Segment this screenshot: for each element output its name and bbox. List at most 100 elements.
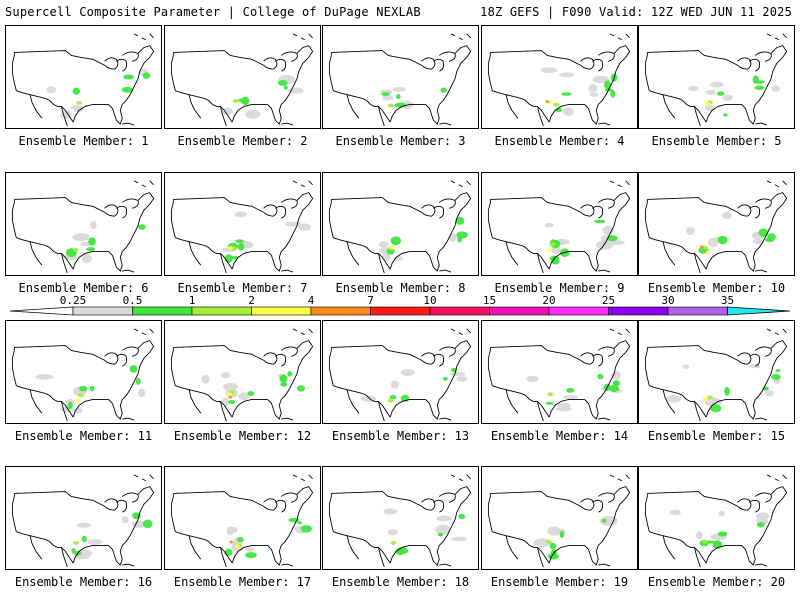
scp-field-map	[11, 33, 155, 127]
member-label: Ensemble Member: 13	[331, 429, 470, 443]
map-outline	[487, 180, 631, 274]
ensemble-member-panel: Ensemble Member: 16	[5, 466, 162, 598]
map-outline	[487, 328, 631, 422]
map-outline	[170, 180, 314, 274]
map-outline	[11, 33, 155, 127]
ensemble-member-panel: Ensemble Member: 13	[322, 320, 479, 452]
member-label: Ensemble Member: 11	[14, 429, 153, 443]
scp-contours	[63, 221, 146, 264]
scp-contours	[220, 211, 311, 263]
colorbar-tick-label: 35	[720, 294, 735, 307]
colorbar-tick-label: 2	[248, 294, 255, 307]
scp-field-map	[487, 33, 631, 127]
colorbar-bin	[72, 306, 133, 316]
ensemble-member-panel: Ensemble Member: 19	[481, 466, 638, 598]
colorbar-tick-label: 30	[661, 294, 675, 307]
member-label: Ensemble Member: 9	[494, 281, 625, 295]
scp-field-map	[644, 180, 788, 274]
scp-field-map	[170, 33, 314, 127]
member-label: Ensemble Member: 12	[173, 429, 312, 443]
map-outline	[328, 180, 472, 274]
scp-field-map	[328, 474, 472, 568]
ensemble-member-panel: Ensemble Member: 9	[481, 172, 638, 304]
map-outline	[11, 180, 155, 274]
scp-field-map	[328, 180, 472, 274]
ensemble-member-panel: Ensemble Member: 5	[638, 25, 795, 157]
colorbar-bin	[310, 306, 371, 316]
member-map	[164, 466, 321, 570]
colorbar-tick-label: 25	[601, 294, 616, 307]
map-outline	[487, 474, 631, 568]
scp-contours	[71, 512, 153, 560]
member-label: Ensemble Member: 15	[647, 429, 786, 443]
scp-field-map	[644, 33, 788, 127]
map-outline	[328, 33, 472, 127]
scp-contours	[686, 211, 776, 255]
member-label: Ensemble Member: 4	[494, 134, 625, 148]
ensemble-member-panel: Ensemble Member: 1	[5, 25, 162, 157]
member-map	[322, 172, 479, 276]
colorbar-bin	[132, 306, 193, 316]
map-outline	[644, 33, 788, 127]
scp-field-map	[487, 474, 631, 568]
member-map	[164, 320, 321, 424]
member-map	[164, 25, 321, 129]
scp-field-map	[644, 328, 788, 422]
scp-field-map	[328, 328, 472, 422]
scp-contours	[540, 67, 618, 116]
scp-field-map	[328, 33, 472, 127]
ensemble-member-panel: Ensemble Member: 20	[638, 466, 795, 598]
header-title-left: Supercell Composite Parameter | College …	[5, 5, 421, 19]
map-outline	[170, 328, 314, 422]
map-outline	[170, 474, 314, 568]
member-map	[322, 320, 479, 424]
member-map	[638, 320, 795, 424]
scp-contours	[46, 68, 151, 120]
ensemble-member-panel: Ensemble Member: 15	[638, 320, 795, 452]
colorbar-bin	[191, 306, 252, 316]
colorbar-high-arrow	[727, 306, 790, 316]
ensemble-member-panel: Ensemble Member: 7	[164, 172, 321, 304]
member-map	[322, 466, 479, 570]
ensemble-member-panel: Ensemble Member: 6	[5, 172, 162, 304]
member-map	[5, 25, 162, 129]
member-map	[481, 320, 638, 424]
scp-contours	[688, 75, 780, 117]
member-label: Ensemble Member: 20	[647, 575, 786, 589]
ensemble-member-panel: Ensemble Member: 17	[164, 466, 321, 598]
scp-field-map	[170, 474, 314, 568]
scp-contours	[383, 508, 467, 556]
scp-contours	[666, 364, 781, 413]
member-label: Ensemble Member: 2	[177, 134, 308, 148]
colorbar-bin	[489, 306, 550, 316]
ensemble-member-panel: Ensemble Member: 4	[481, 25, 638, 157]
scp-contours	[221, 74, 304, 119]
colorbar	[10, 306, 790, 316]
colorbar-bin	[608, 306, 669, 316]
colorbar-tick-label: 1	[188, 294, 196, 307]
member-label: Ensemble Member: 17	[173, 575, 312, 589]
scp-contours	[360, 367, 468, 403]
colorbar-tick-label: 20	[542, 294, 556, 307]
member-map	[481, 25, 638, 129]
scp-contours	[544, 219, 625, 265]
colorbar-tick-label: 0.25	[59, 294, 87, 307]
colorbar-tick-label: 0.5	[122, 294, 143, 307]
member-map	[164, 172, 321, 276]
scp-field-map	[487, 328, 631, 422]
scp-contours	[380, 86, 447, 110]
map-outline	[644, 474, 788, 568]
ensemble-member-panel: Ensemble Member: 14	[481, 320, 638, 452]
colorbar-tick-label: 15	[482, 294, 497, 307]
member-map	[481, 172, 638, 276]
member-map	[638, 172, 795, 276]
member-label: Ensemble Member: 1	[18, 134, 149, 148]
member-map	[322, 25, 479, 129]
scp-contours	[201, 371, 306, 407]
map-outline	[644, 328, 788, 422]
scp-field-map	[170, 180, 314, 274]
scp-contours	[35, 365, 146, 414]
scp-field-map	[11, 180, 155, 274]
map-outline	[11, 474, 155, 568]
